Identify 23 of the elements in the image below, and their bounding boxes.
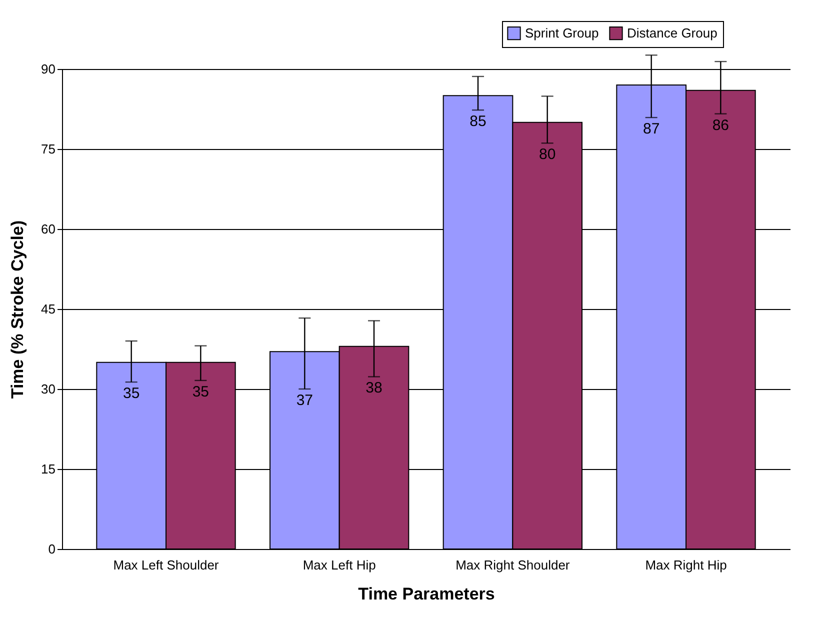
x-axis-title: Time Parameters <box>358 584 495 604</box>
data-label: 37 <box>296 392 314 409</box>
legend-label: Distance Group <box>627 25 718 40</box>
x-tick-label: Max Right Hip <box>645 558 727 572</box>
y-tick-label: 75 <box>41 142 56 156</box>
y-tick-label: 60 <box>41 222 56 236</box>
legend-label: Sprint Group <box>525 25 599 40</box>
data-label: 87 <box>642 120 660 138</box>
y-tick-label: 0 <box>48 542 56 556</box>
data-label: 86 <box>712 116 730 134</box>
y-axis-title: Time (% Stroke Cycle) <box>8 220 28 399</box>
data-label: 35 <box>192 383 210 400</box>
x-tick-label: Max Left Shoulder <box>113 558 220 572</box>
data-label: 80 <box>538 146 556 164</box>
y-tick-label: 90 <box>41 62 56 76</box>
x-tick-label: Max Left Hip <box>302 558 376 572</box>
data-label: 35 <box>122 385 140 402</box>
data-label: 85 <box>470 113 486 130</box>
data-label: 38 <box>366 380 382 397</box>
y-tick-label: 45 <box>41 302 56 316</box>
y-tick-label: 30 <box>41 382 56 396</box>
y-tick-label: 15 <box>41 462 56 476</box>
x-tick-label: Max Right Shoulder <box>456 558 570 572</box>
